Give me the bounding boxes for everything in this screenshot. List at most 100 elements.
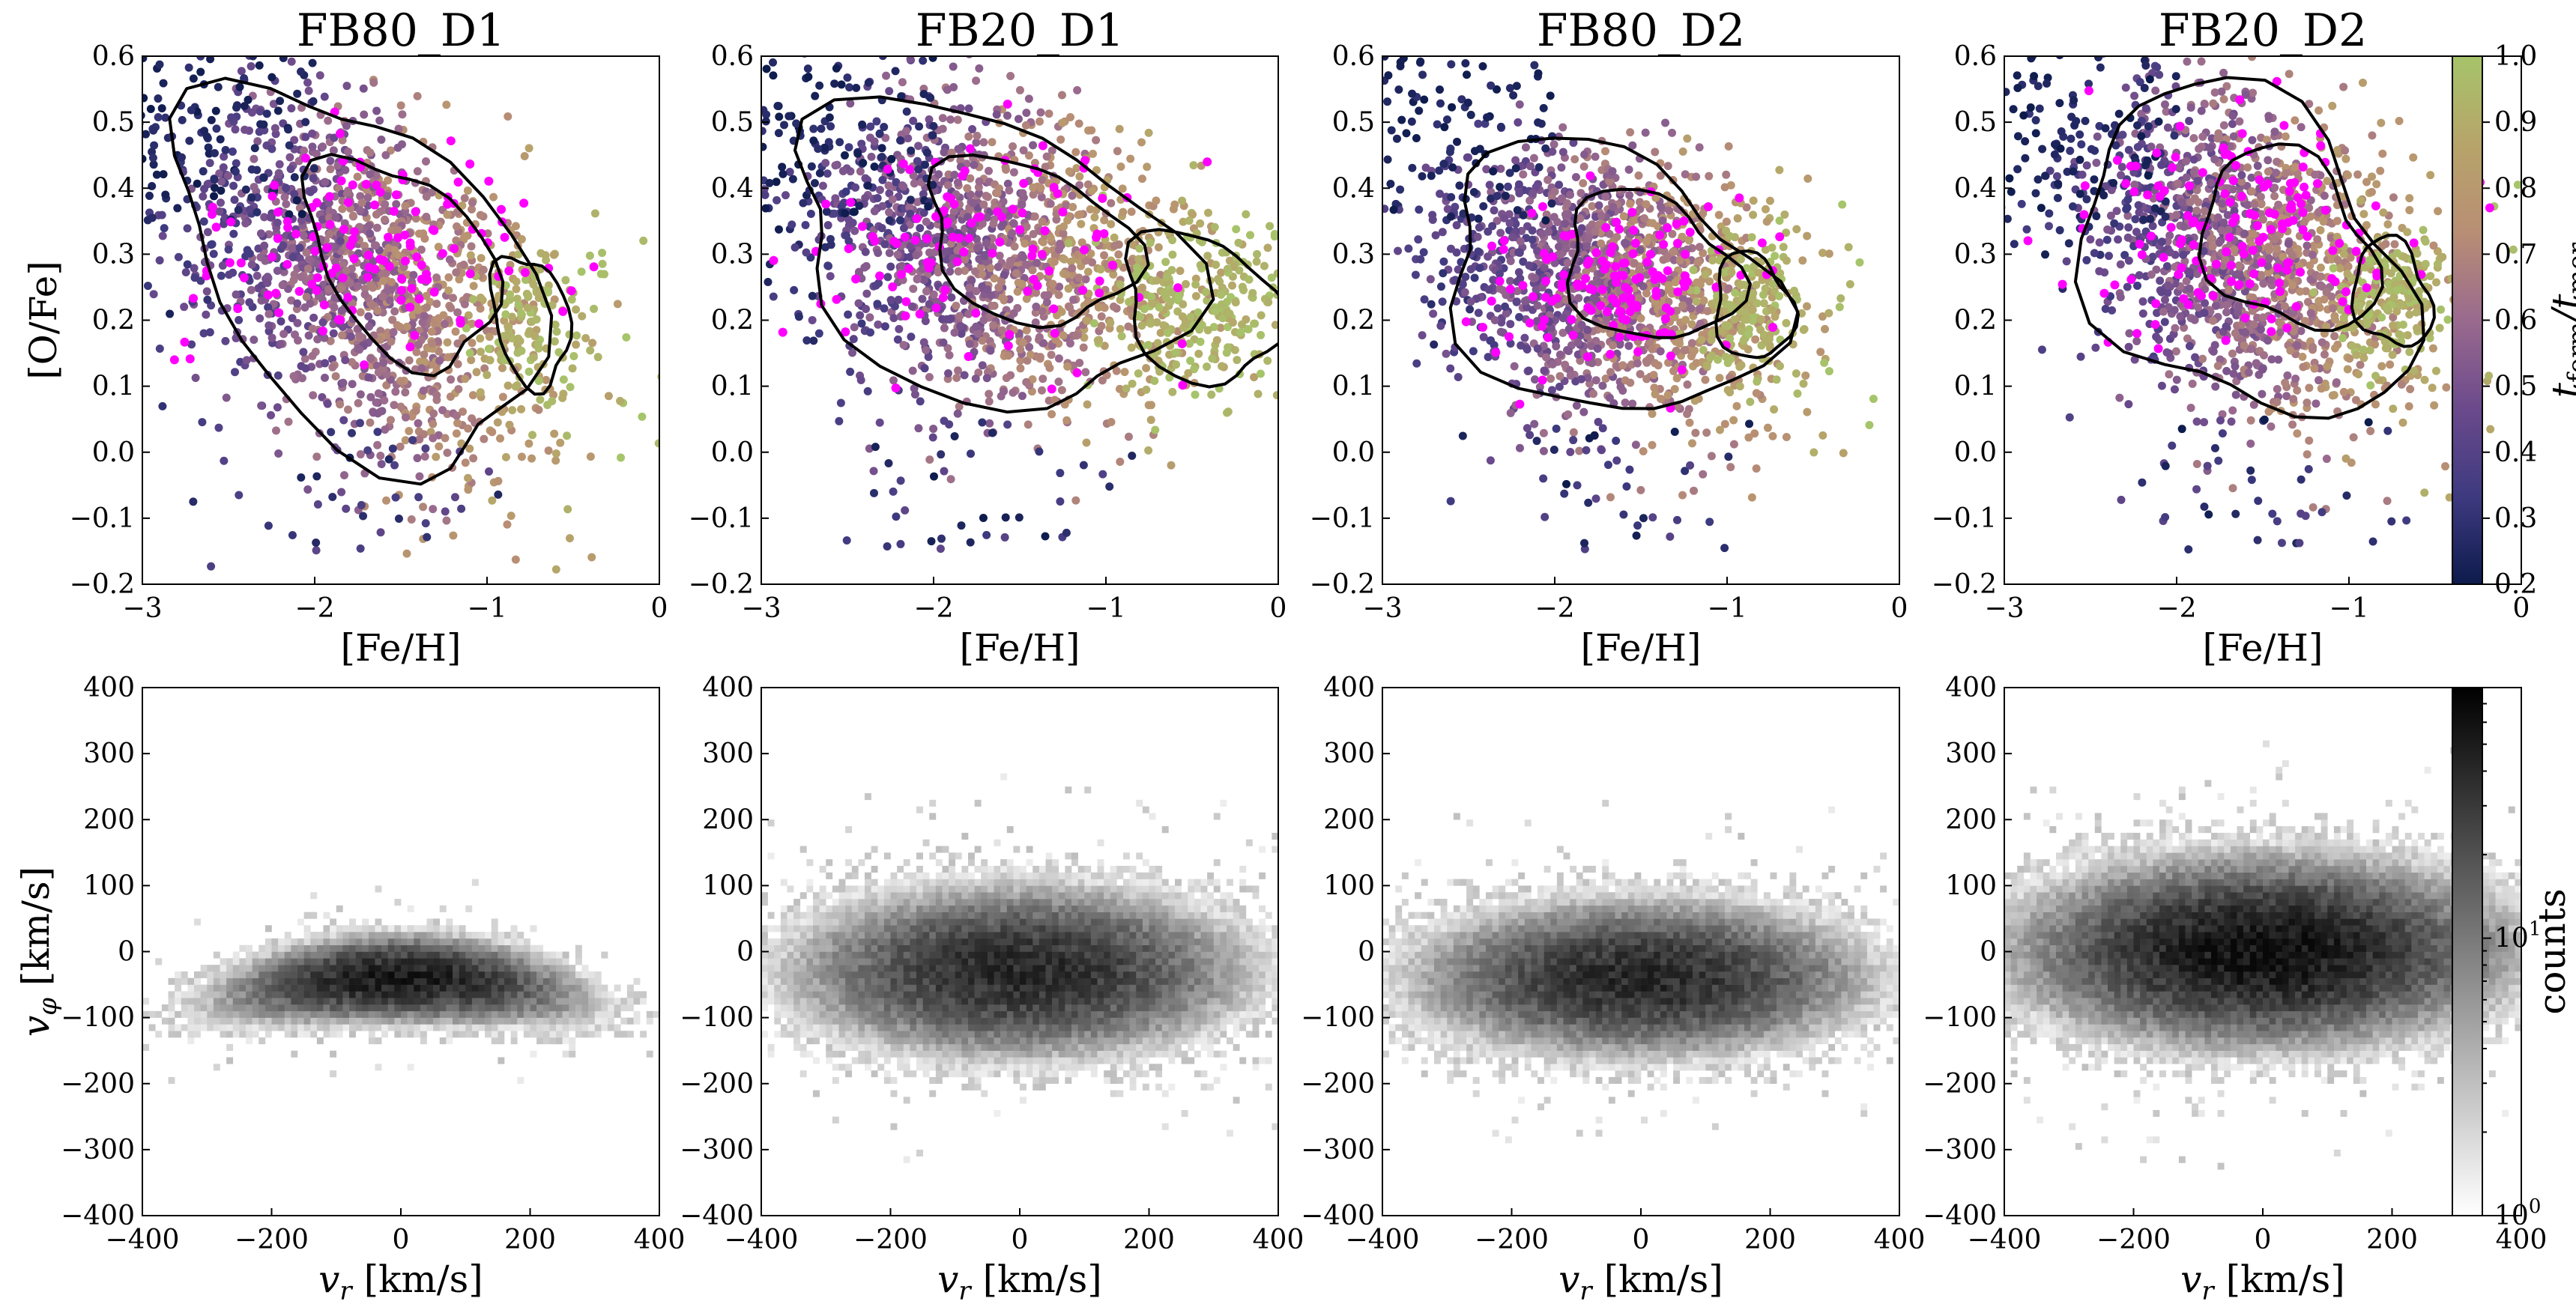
highlight-point — [405, 238, 415, 248]
y-tick-label: −0.1 — [689, 503, 754, 534]
star-point — [1487, 336, 1496, 345]
star-point — [1113, 147, 1122, 156]
star-point — [1142, 364, 1151, 373]
star-point — [1056, 497, 1065, 506]
x-tick-label: 0 — [1270, 593, 1287, 624]
star-point — [1752, 464, 1761, 473]
star-point — [1218, 362, 1227, 371]
star-point — [781, 191, 790, 200]
star-point — [936, 545, 945, 554]
star-point — [1172, 360, 1181, 369]
star-point — [978, 336, 987, 345]
star-point — [276, 97, 285, 106]
star-point — [1651, 148, 1660, 157]
highlight-point — [1044, 266, 1054, 276]
star-point — [1083, 400, 1092, 409]
highlight-point — [875, 271, 885, 281]
star-point — [762, 64, 771, 73]
star-point — [180, 303, 189, 312]
star-point — [1396, 185, 1405, 194]
star-point — [459, 261, 468, 270]
y-tick-label: 0.5 — [711, 107, 754, 138]
star-point — [814, 145, 823, 154]
star-point — [870, 163, 879, 172]
star-point — [457, 439, 466, 448]
star-point — [549, 250, 558, 259]
highlight-point — [169, 355, 179, 365]
star-point — [964, 132, 973, 141]
star-point — [541, 251, 550, 260]
star-point — [604, 392, 613, 401]
star-point — [468, 339, 477, 348]
star-point — [489, 192, 498, 201]
star-point — [913, 275, 922, 284]
star-point — [731, 276, 740, 284]
star-point — [441, 434, 450, 443]
star-point — [1047, 146, 1056, 155]
star-point — [279, 56, 288, 63]
star-point — [877, 152, 886, 161]
star-point — [306, 187, 315, 196]
highlight-point — [397, 274, 407, 284]
star-point — [1170, 200, 1179, 209]
star-point — [944, 369, 953, 377]
star-point — [480, 434, 489, 443]
star-point — [320, 373, 329, 382]
star-point — [937, 450, 946, 459]
star-point — [1394, 246, 1403, 255]
star-point — [1469, 347, 1478, 356]
star-point — [423, 303, 432, 312]
star-point — [908, 366, 917, 375]
highlight-point — [844, 244, 853, 254]
star-point — [1705, 172, 1714, 181]
star-point — [548, 301, 557, 310]
star-point — [476, 334, 485, 343]
star-point — [1490, 316, 1499, 325]
star-point — [850, 207, 859, 216]
star-point — [1648, 440, 1657, 449]
star-point — [886, 296, 895, 305]
star-point — [488, 496, 497, 505]
star-point — [940, 148, 949, 157]
star-point — [1549, 140, 1558, 149]
star-point — [346, 332, 355, 341]
star-point — [217, 43, 225, 51]
star-point — [950, 328, 959, 337]
star-point — [378, 270, 387, 279]
star-point — [873, 300, 882, 309]
highlight-point — [504, 266, 514, 276]
star-point — [344, 148, 353, 157]
star-point — [414, 419, 423, 428]
star-point — [778, 169, 787, 178]
x-tick-label: −2 — [913, 593, 953, 624]
star-point — [363, 446, 372, 455]
star-point — [943, 85, 952, 94]
star-point — [844, 310, 853, 319]
star-point — [1803, 175, 1812, 184]
star-point — [862, 305, 871, 314]
star-point — [199, 217, 208, 226]
star-point — [287, 104, 296, 113]
star-point — [469, 282, 478, 291]
star-point — [303, 485, 312, 494]
star-point — [657, 373, 659, 380]
star-point — [260, 241, 269, 250]
star-point — [447, 303, 456, 312]
star-point — [100, 213, 109, 221]
star-point — [1729, 416, 1738, 425]
star-point — [158, 231, 167, 240]
star-point — [276, 317, 285, 326]
star-point — [210, 184, 219, 192]
star-point — [366, 354, 375, 363]
highlight-point — [127, 210, 136, 219]
star-point — [235, 315, 244, 324]
star-point — [299, 348, 308, 357]
star-point — [993, 189, 1002, 198]
star-point — [376, 327, 385, 336]
star-point — [869, 488, 878, 497]
star-point — [1238, 282, 1247, 291]
star-point — [270, 124, 279, 133]
highlight-point — [412, 252, 422, 262]
star-point — [990, 301, 999, 310]
